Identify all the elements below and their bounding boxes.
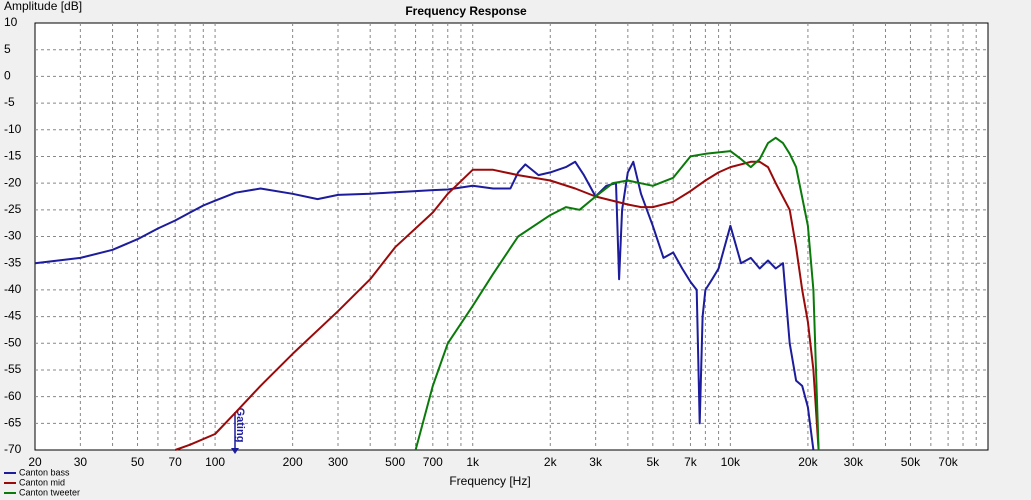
y-tick-label: -15 <box>4 149 22 163</box>
x-tick-label: 500 <box>385 455 405 469</box>
x-tick-label: 300 <box>328 455 348 469</box>
x-tick-label: 1k <box>466 455 480 469</box>
y-tick-label: -55 <box>4 362 22 376</box>
gating-arrowhead <box>231 448 239 454</box>
y-axis-label: Amplitude [dB] <box>4 0 82 13</box>
y-tick-label: -10 <box>4 122 22 136</box>
x-tick-label: 5k <box>646 455 660 469</box>
x-tick-label: 3k <box>589 455 603 469</box>
y-tick-label: -45 <box>4 309 22 323</box>
y-tick-label: -70 <box>4 442 22 456</box>
x-tick-label: 30k <box>844 455 864 469</box>
series-line <box>174 160 820 451</box>
y-tick-label: -50 <box>4 335 22 349</box>
x-tick-label: 2k <box>544 455 558 469</box>
series-line <box>414 136 820 451</box>
y-tick-label: 10 <box>4 15 18 29</box>
x-tick-label: 200 <box>283 455 303 469</box>
legend-label: Canton bass <box>19 467 70 477</box>
y-tick-label: 0 <box>4 69 11 83</box>
y-tick-label: -20 <box>4 175 22 189</box>
x-tick-label: 70k <box>938 455 958 469</box>
x-tick-label: 7k <box>684 455 698 469</box>
x-tick-label: 50k <box>901 455 921 469</box>
x-tick-label: 30 <box>74 455 88 469</box>
x-tick-label: 20 <box>28 455 42 469</box>
chart-title: Frequency Response <box>405 4 527 18</box>
legend-label: Canton tweeter <box>19 487 80 497</box>
gating-marker: Gating <box>231 408 246 454</box>
y-tick-label: -60 <box>4 389 22 403</box>
y-tick-label: -65 <box>4 415 22 429</box>
legend-label: Canton mid <box>19 477 65 487</box>
x-tick-label: 50 <box>131 455 145 469</box>
x-tick-label: 10k <box>721 455 741 469</box>
y-tick-label: -5 <box>4 95 15 109</box>
y-tick-label: -30 <box>4 229 22 243</box>
y-tick-label: -25 <box>4 202 22 216</box>
annotation: Gating <box>234 408 246 443</box>
y-tick-label: 5 <box>4 42 11 56</box>
x-tick-label: 100 <box>205 455 225 469</box>
y-tick-label: -40 <box>4 282 22 296</box>
x-tick-label: 20k <box>798 455 818 469</box>
grid <box>35 23 988 450</box>
x-axis-label: Frequency [Hz] <box>449 474 530 488</box>
y-tick-label: -35 <box>4 255 22 269</box>
x-tick-label: 70 <box>168 455 182 469</box>
x-tick-label: 700 <box>423 455 443 469</box>
